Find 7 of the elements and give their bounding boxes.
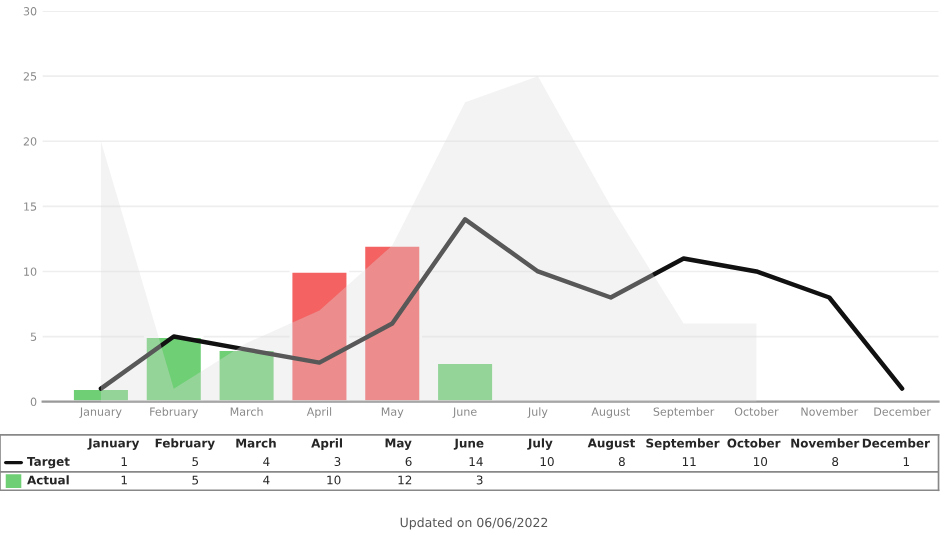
bar [71, 387, 131, 402]
bar [289, 270, 350, 402]
bar [143, 335, 204, 402]
bar [362, 244, 423, 402]
line-series [98, 217, 905, 391]
bar [435, 361, 495, 402]
bar [216, 348, 277, 402]
